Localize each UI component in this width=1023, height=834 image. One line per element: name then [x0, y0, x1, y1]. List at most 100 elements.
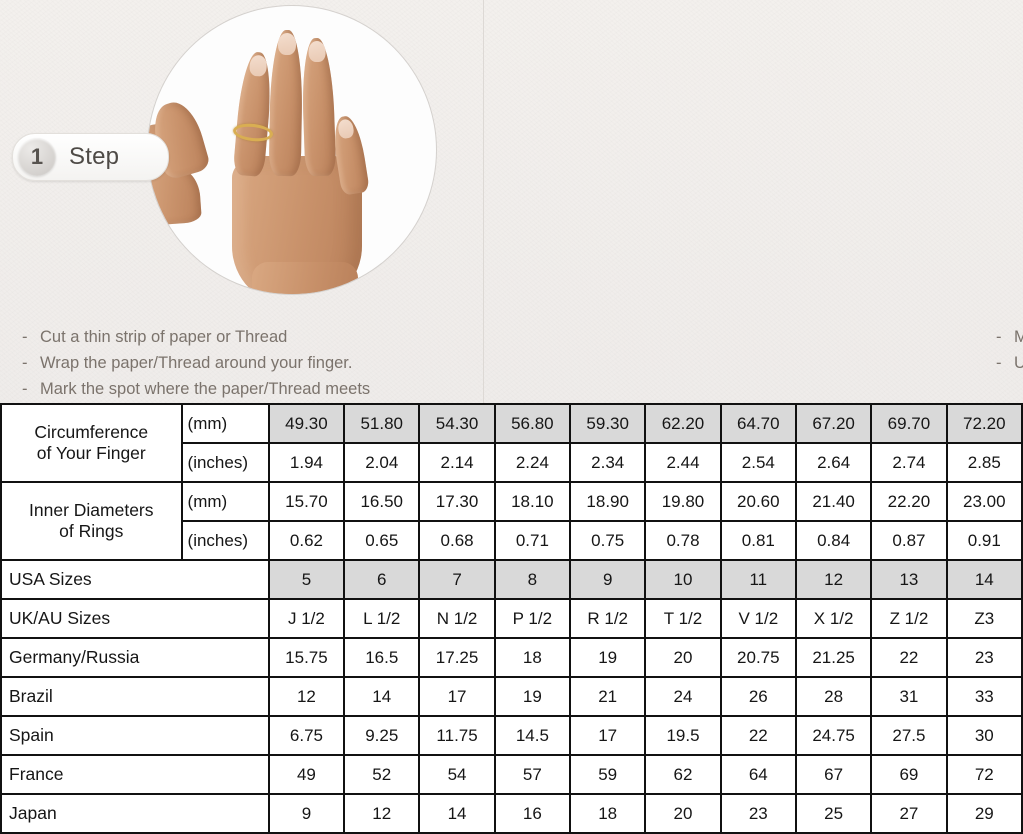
bullet-dash: - — [996, 354, 1002, 372]
table-cell: 14.5 — [493, 715, 572, 756]
table-row: Inner Diameters of Rings (mm) 15.70 16.50 17.… — [0, 481, 1023, 561]
table-cell: 29 — [945, 793, 1023, 834]
table-cell: 9 — [267, 793, 346, 834]
table-cell: 2.04 — [343, 442, 421, 483]
table-cell: 7 — [418, 559, 496, 600]
table-cell: 56.80 — [493, 403, 572, 444]
table-cell: 18.10 — [493, 481, 572, 522]
table-cell: 0.84 — [794, 520, 873, 561]
table-cell: 0.75 — [569, 520, 647, 561]
bullet-dash: - — [22, 380, 28, 398]
table-cell: 12 — [267, 676, 346, 717]
table-cell: 17.30 — [418, 481, 496, 522]
table-cell: 0.87 — [870, 520, 948, 561]
table-cell: L 1/2 — [343, 598, 421, 639]
instruction-item: - Use the following chart to determine yo… — [996, 350, 1023, 376]
wrist — [252, 262, 358, 294]
row-label: Germany/Russia — [0, 637, 270, 678]
table-cell: 49 — [267, 754, 346, 795]
table-cell: 72 — [945, 754, 1023, 795]
table-cell: 16.50 — [343, 481, 421, 522]
row-unit-label: (mm) — [180, 403, 270, 444]
table-cell: 20.60 — [719, 481, 797, 522]
table-cell: 20 — [644, 793, 722, 834]
table-cell: 59.30 — [569, 403, 647, 444]
row-label: France — [0, 754, 270, 795]
middle-finger — [268, 29, 304, 177]
size-chart-body: Circumference of Your Finger (mm) 49.30 51.8… — [0, 403, 1023, 834]
table-cell: 0.65 — [343, 520, 421, 561]
table-cell: 33 — [945, 676, 1023, 717]
table-cell: 0.91 — [945, 520, 1023, 561]
table-cell: 0.78 — [644, 520, 722, 561]
table-cell: 28 — [794, 676, 873, 717]
row-unit-label: (inches) — [180, 442, 270, 483]
table-cell: 69.70 — [870, 403, 948, 444]
table-cell: 12 — [343, 793, 421, 834]
instruction-item: - Cut a thin strip of paper or Thread — [22, 324, 370, 350]
table-cell: 2.74 — [870, 442, 948, 483]
table-cell: 9.25 — [343, 715, 421, 756]
table-cell: T 1/2 — [644, 598, 722, 639]
instruction-text: Use the following chart to determine you… — [1014, 354, 1023, 372]
table-cell: 21.25 — [794, 637, 873, 678]
table-row: Brazil 12 14 17 19 21 24 26 28 31 33 — [0, 676, 1023, 717]
table-cell: 5 — [267, 559, 346, 600]
table-cell: 67.20 — [794, 403, 873, 444]
table-cell: 22 — [719, 715, 797, 756]
table-cell: 20.75 — [719, 637, 797, 678]
table-cell: 9 — [569, 559, 647, 600]
table-cell: 59 — [569, 754, 647, 795]
table-cell: 25 — [794, 793, 873, 834]
table-cell: 23.00 — [945, 481, 1023, 522]
table-cell: 62 — [644, 754, 722, 795]
table-row: Germany/Russia 15.75 16.5 17.25 18 19 20 20.75 2… — [0, 637, 1023, 678]
row-group-label: Inner Diameters of Rings — [0, 481, 183, 561]
instruction-text: Cut a thin strip of paper or Thread — [40, 328, 288, 346]
table-cell: 27 — [870, 793, 948, 834]
table-cell: 19.5 — [644, 715, 722, 756]
table-cell: 18 — [569, 793, 647, 834]
table-row: (inches) 1.94 2.04 2.14 2.24 2.34 2.44 2.54 2.64… — [1, 442, 1023, 483]
table-cell: 2.85 — [945, 442, 1023, 483]
table-cell: 17 — [418, 676, 496, 717]
table-cell: J 1/2 — [267, 598, 346, 639]
table-cell: 0.81 — [719, 520, 797, 561]
table-cell: 2.44 — [644, 442, 722, 483]
table-cell: 31 — [870, 676, 948, 717]
table-cell: 17 — [569, 715, 647, 756]
table-cell: 27.5 — [870, 715, 948, 756]
table-cell: 2.64 — [794, 442, 873, 483]
table-cell: 52 — [343, 754, 421, 795]
table-cell: 15.70 — [267, 481, 346, 522]
instruction-text: Wrap the paper/Thread around your finger… — [40, 354, 353, 372]
table-cell: 69 — [870, 754, 948, 795]
table-row: USA Sizes 5 6 7 8 9 10 11 12 13 14 — [0, 559, 1023, 600]
table-cell: 18.90 — [569, 481, 647, 522]
hand-with-ring-illustration — [148, 6, 436, 294]
row-label: Brazil — [0, 676, 270, 717]
table-cell: P 1/2 — [493, 598, 572, 639]
table-cell: 0.62 — [267, 520, 346, 561]
bullet-dash: - — [996, 328, 1002, 346]
table-cell: 14 — [945, 559, 1023, 600]
table-cell: X 1/2 — [794, 598, 873, 639]
bullet-dash: - — [22, 354, 28, 372]
table-cell: 54 — [418, 754, 496, 795]
table-row: France 49 52 54 57 59 62 64 67 69 72 — [0, 754, 1023, 795]
table-row: Circumference of Your Finger (mm) 49.30 51.8… — [0, 403, 1023, 483]
table-cell: 62.20 — [644, 403, 722, 444]
table-cell: 72.20 — [945, 403, 1023, 444]
row-label: USA Sizes — [0, 559, 270, 600]
table-cell: 2.54 — [719, 442, 797, 483]
table-cell: 0.71 — [493, 520, 572, 561]
table-cell: 26 — [719, 676, 797, 717]
table-cell: 12 — [794, 559, 873, 600]
table-cell: 21 — [569, 676, 647, 717]
table-cell: 23 — [719, 793, 797, 834]
table-cell: 8 — [493, 559, 572, 600]
table-cell: 64.70 — [719, 403, 797, 444]
step-2-panel: 1 2 3 MADE IN TAIWAN 2 Step -Measure the… — [484, 0, 1023, 403]
table-cell: 57 — [493, 754, 572, 795]
row-group-label: Circumference of Your Finger — [0, 403, 183, 483]
